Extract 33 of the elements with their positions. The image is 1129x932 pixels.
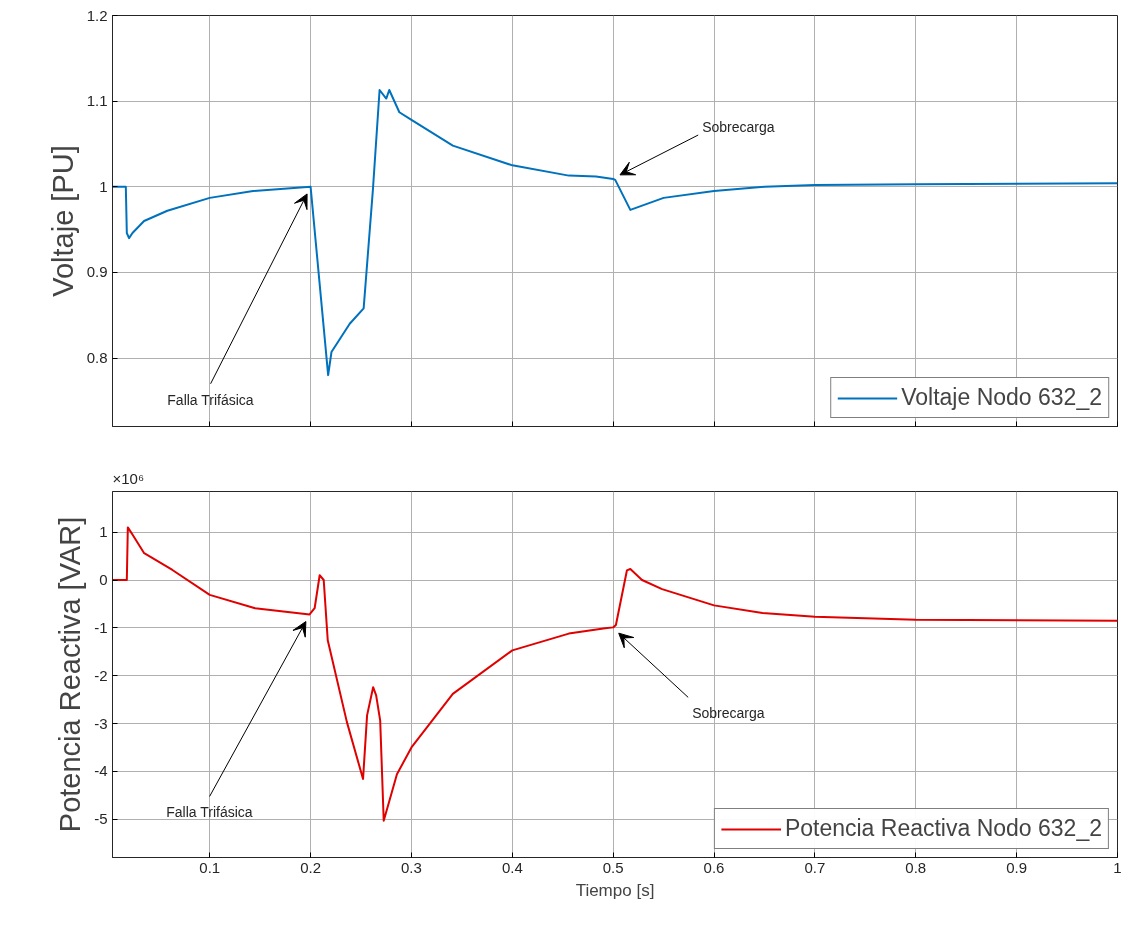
x-tick-label: 0.8 — [905, 858, 927, 876]
x-tick-label: 0.5 — [602, 858, 624, 876]
x-tick-label: 0.2 — [300, 858, 322, 876]
legend-label: Voltaje Nodo 632_2 — [901, 384, 1102, 411]
y-tick-label: -4 — [94, 762, 108, 780]
x-tick-label: 0.1 — [199, 858, 221, 876]
legend-label: Potencia Reactiva Nodo 632_2 — [784, 815, 1102, 842]
annotation: Falla Trifásica — [167, 391, 254, 408]
x-axis-title: Tiempo [s] — [575, 880, 655, 900]
x-tick-label: 1 — [1113, 858, 1122, 876]
annotation: Falla Trifásica — [166, 804, 253, 821]
y-tick-label: -2 — [94, 666, 108, 684]
y-tick-label: 1 — [99, 523, 108, 541]
y-tick-label: 0 — [99, 571, 108, 589]
y-axis-title: Voltaje [PU] — [46, 145, 79, 297]
y-tick-label: 1 — [99, 177, 108, 195]
x-tick-label: 0.6 — [703, 858, 725, 876]
annotation: Sobrecarga — [692, 705, 765, 722]
x-tick-label: 0.9 — [1006, 858, 1028, 876]
y-tick-label: -1 — [94, 618, 108, 636]
y-tick-label: 1.1 — [86, 92, 108, 110]
y-tick-label: 0.8 — [86, 349, 108, 366]
y-tick-label: 0.9 — [86, 263, 108, 281]
annotation: Sobrecarga — [702, 119, 775, 136]
x-tick-label: 0.4 — [501, 858, 523, 876]
y-tick-label: -3 — [94, 714, 108, 732]
y-tick-label: 1.2 — [86, 6, 108, 24]
text: ×10⁶ — [112, 469, 145, 487]
y-tick-label: -5 — [94, 810, 108, 828]
line-series — [112, 88, 1118, 377]
x-tick-label: 0.7 — [804, 858, 826, 876]
y-axis-title: Potencia Reactiva [VAR] — [54, 516, 87, 833]
x-tick-label: 0.3 — [401, 858, 422, 876]
